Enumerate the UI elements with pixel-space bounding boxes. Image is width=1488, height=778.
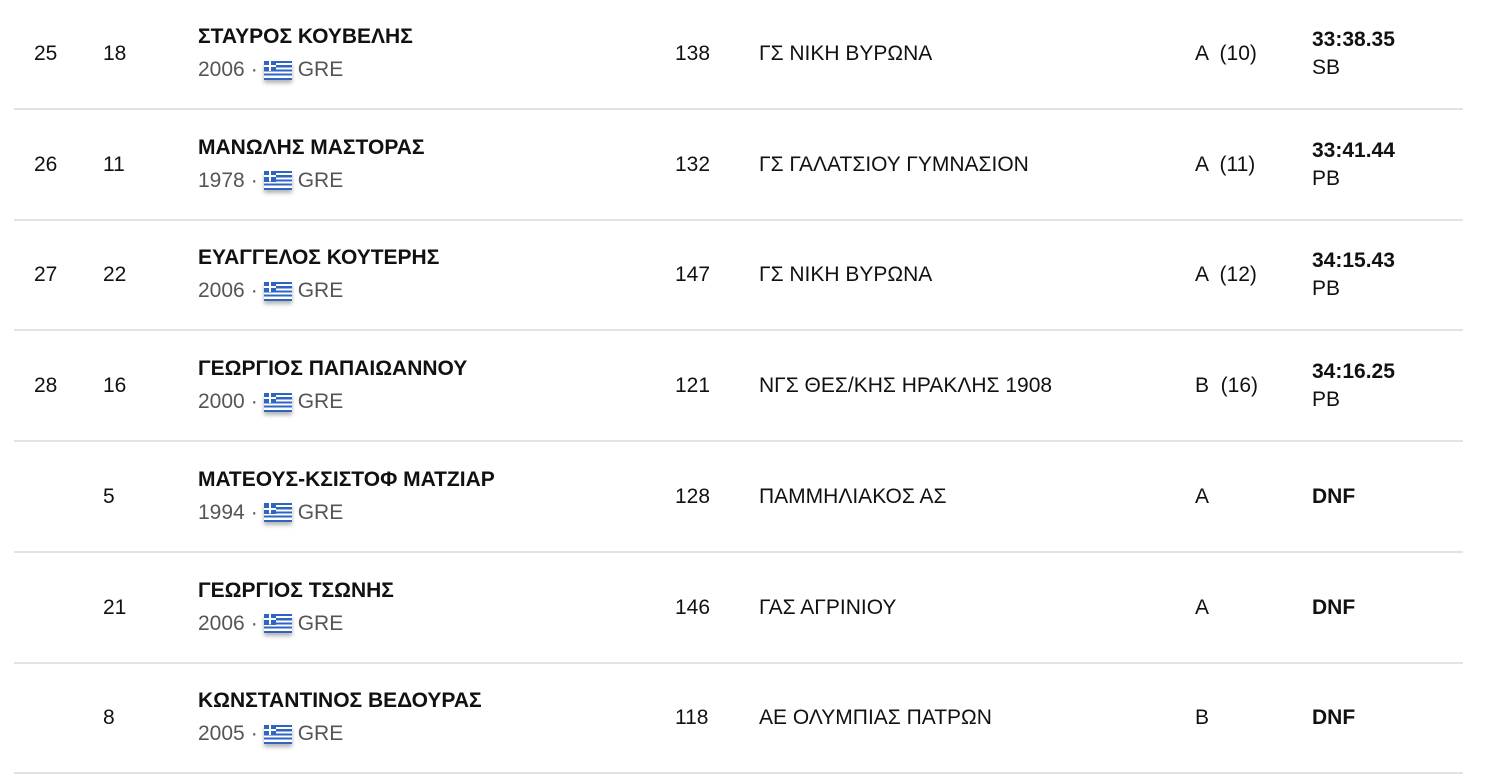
club-name: ΝΓΣ ΘΕΣ/ΚΗΣ ΗΡΑΚΛΗΣ 1908	[759, 374, 1053, 398]
result-time: 33:41.44	[1312, 138, 1395, 162]
record-note: SB	[1312, 56, 1341, 79]
country-code: GRE	[297, 500, 344, 524]
athlete-meta: 2006 · GRE	[198, 58, 343, 82]
bib-number: 18	[103, 42, 127, 65]
record-note: PB	[1312, 388, 1341, 412]
category: A (10)	[1195, 42, 1257, 65]
category: A	[1195, 484, 1210, 508]
club-name: ΓΣ ΝΙΚΗ ΒΥΡΩΝΑ	[759, 42, 933, 65]
result-time: DNF	[1312, 595, 1356, 619]
bib-number: 8	[103, 706, 115, 730]
greece-flag-icon	[263, 724, 292, 744]
separator: ·	[250, 58, 258, 81]
country-code: GRE	[297, 168, 344, 192]
athlete-meta: 2006 · GRE	[198, 279, 343, 303]
athlete-name[interactable]: ΚΩΝΣΤΑΝΤΙΝΟΣ ΒΕΔΟΥΡΑΣ	[198, 689, 482, 713]
result-time: 33:38.35	[1312, 28, 1395, 51]
greece-flag-icon	[263, 503, 292, 523]
table-row[interactable]: 8 ΚΩΝΣΤΑΝΤΙΝΟΣ ΒΕΔΟΥΡΑΣ 2005 · GRE 118 Α…	[14, 664, 1463, 775]
athlete-number: 128	[675, 484, 711, 508]
table-row[interactable]: 26 11 ΜΑΝΩΛΗΣ ΜΑΣΤΟΡΑΣ 1978 · GRE 132 ΓΣ…	[14, 111, 1463, 221]
bib-number: 22	[103, 263, 127, 287]
athlete-name[interactable]: ΣΤΑΥΡΟΣ ΚΟΥΒΕΛΗΣ	[198, 25, 413, 48]
greece-flag-icon	[263, 392, 292, 412]
table-row[interactable]: 25 18 ΣΤΑΥΡΟΣ ΚΟΥΒΕΛΗΣ 2006 · GRE 138 ΓΣ…	[14, 0, 1463, 110]
birth-year: 2000	[198, 390, 245, 414]
birth-year: 2006	[198, 279, 245, 303]
separator: ·	[250, 168, 258, 192]
record-note: PB	[1312, 166, 1341, 190]
rank: 25	[34, 42, 58, 65]
table-row[interactable]: 21 ΓΕΩΡΓΙΟΣ ΤΣΩΝΗΣ 2006 · GRE 146 ΓΑΣ ΑΓ…	[14, 554, 1463, 664]
club-name: ΓΣ ΝΙΚΗ ΒΥΡΩΝΑ	[759, 263, 933, 287]
record-note: PB	[1312, 277, 1341, 301]
separator: ·	[250, 279, 258, 303]
table-row[interactable]: 27 22 ΕΥΑΓΓΕΛΟΣ ΚΟΥΤΕΡΗΣ 2006 · GRE 147 …	[14, 221, 1463, 332]
result-time: 34:15.43	[1312, 249, 1395, 273]
athlete-number: 146	[675, 595, 711, 619]
birth-year: 1994	[198, 500, 245, 524]
athlete-number: 132	[675, 152, 711, 176]
athlete-meta: 1994 · GRE	[198, 501, 343, 525]
greece-flag-icon	[263, 60, 292, 80]
category: A (11)	[1195, 152, 1256, 176]
athlete-name[interactable]: ΓΕΩΡΓΙΟΣ ΠΑΠΑΙΩΑΝΝΟΥ	[198, 357, 468, 381]
greece-flag-icon	[263, 281, 292, 301]
club-name: ΑΕ ΟΛΥΜΠΙΑΣ ΠΑΤΡΩΝ	[759, 706, 992, 730]
result-time: DNF	[1312, 484, 1356, 508]
athlete-number: 121	[675, 374, 711, 398]
birth-year: 2006	[198, 58, 245, 81]
separator: ·	[250, 722, 258, 746]
birth-year: 1978	[198, 168, 245, 192]
birth-year: 2005	[198, 722, 245, 746]
athlete-meta: 2006 · GRE	[198, 612, 343, 636]
country-code: GRE	[297, 611, 344, 635]
athlete-number: 147	[675, 263, 711, 287]
rank: 27	[34, 263, 58, 287]
athlete-number: 118	[675, 706, 709, 730]
country-code: GRE	[297, 279, 344, 303]
table-row[interactable]: 28 16 ΓΕΩΡΓΙΟΣ ΠΑΠΑΙΩΑΝΝΟΥ 2000 · GRE 12…	[14, 332, 1463, 443]
separator: ·	[250, 390, 258, 414]
athlete-meta: 1978 · GRE	[198, 169, 343, 193]
athlete-name[interactable]: ΓΕΩΡΓΙΟΣ ΤΣΩΝΗΣ	[198, 578, 394, 602]
bib-number: 11	[103, 152, 125, 176]
athlete-name[interactable]: ΜΑΝΩΛΗΣ ΜΑΣΤΟΡΑΣ	[198, 135, 425, 159]
club-name: ΓΑΣ ΑΓΡΙΝΙΟΥ	[759, 595, 897, 619]
athlete-name[interactable]: ΕΥΑΓΓΕΛΟΣ ΚΟΥΤΕΡΗΣ	[198, 246, 440, 270]
greece-flag-icon	[263, 614, 292, 633]
country-code: GRE	[297, 722, 344, 746]
greece-flag-icon	[263, 171, 292, 191]
bib-number: 21	[103, 595, 127, 619]
athlete-meta: 2000 · GRE	[198, 390, 343, 414]
club-name: ΓΣ ΓΑΛΑΤΣΙΟΥ ΓΥΜΝΑΣΙΟΝ	[759, 152, 1029, 176]
result-time: 34:16.25	[1312, 360, 1395, 384]
athlete-meta: 2005 · GRE	[198, 722, 343, 746]
country-code: GRE	[297, 390, 344, 414]
rank: 28	[34, 374, 58, 398]
result-time: DNF	[1312, 706, 1356, 730]
category: B (16)	[1195, 374, 1259, 398]
separator: ·	[250, 500, 258, 524]
table-row[interactable]: 5 ΜΑΤΕΟΥΣ-ΚΣΙΣΤΟΦ ΜΑΤΖΙΑΡ 1994 · GRE 128…	[14, 443, 1463, 553]
bib-number: 16	[103, 374, 127, 398]
category: A	[1195, 595, 1210, 619]
category: A (12)	[1195, 263, 1257, 287]
category: B	[1195, 706, 1210, 730]
club-name: ΠΑΜΜΗΛΙΑΚΟΣ ΑΣ	[759, 484, 947, 508]
rank: 26	[34, 152, 58, 176]
bib-number: 5	[103, 484, 115, 508]
athlete-name[interactable]: ΜΑΤΕΟΥΣ-ΚΣΙΣΤΟΦ ΜΑΤΖΙΑΡ	[198, 467, 495, 491]
birth-year: 2006	[198, 611, 245, 635]
separator: ·	[250, 611, 258, 635]
country-code: GRE	[297, 58, 344, 81]
athlete-number: 138	[675, 42, 711, 65]
